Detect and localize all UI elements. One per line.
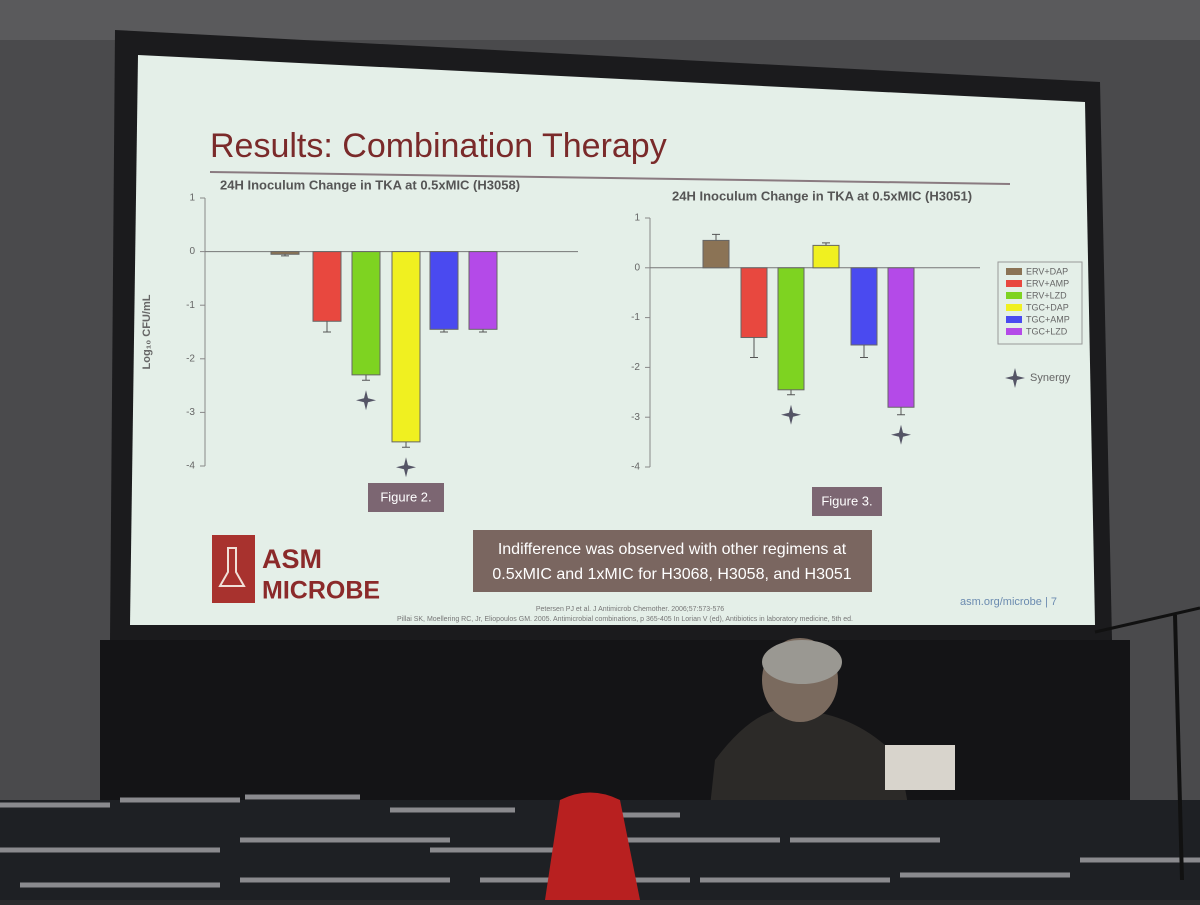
error-bar (712, 233, 720, 241)
y-axis-label: Log₁₀ CFU/mL (141, 294, 153, 369)
y-tick-label: -2 (186, 353, 195, 364)
bar (270, 251, 300, 255)
error-bar (440, 329, 448, 333)
bar (702, 239, 730, 269)
figure-box (812, 487, 882, 516)
title-rule (209, 171, 1011, 185)
synergy-marker (1005, 368, 1025, 388)
legend-swatch (1006, 292, 1022, 299)
bar (887, 267, 915, 408)
bar (740, 267, 768, 339)
error-bar (402, 441, 410, 448)
note-line: Indifference was observed with other reg… (498, 541, 847, 558)
stage-drape (100, 640, 1130, 810)
legend-label: ERV+DAP (1026, 266, 1068, 276)
y-tick-label: -3 (186, 407, 195, 418)
chart-title: 24H Inoculum Change in TKA at 0.5xMIC (H… (672, 188, 972, 203)
legend-label: ERV+AMP (1026, 278, 1069, 288)
y-tick-label: -1 (186, 300, 195, 311)
legend-label: ERV+LZD (1026, 290, 1067, 300)
bar (812, 244, 840, 269)
error-bar (479, 329, 487, 333)
legend-swatch (1006, 304, 1022, 311)
legend-swatch (1006, 280, 1022, 287)
bar (468, 251, 498, 330)
charts: 24H Inoculum Change in TKA at 0.5xMIC (H… (141, 177, 1083, 478)
mic-boom (1094, 606, 1200, 634)
y-tick-label: -4 (631, 462, 640, 473)
ceiling (0, 0, 1200, 40)
slide-url: asm.org/microbe | 7 (960, 596, 1057, 608)
note-box (473, 530, 872, 592)
y-tick-label: 0 (634, 262, 640, 273)
figure-label: Figure 2. (380, 489, 431, 504)
error-bar (281, 254, 289, 257)
error-bar (860, 344, 868, 358)
legend-swatch (1006, 328, 1022, 335)
y-tick-label: -2 (631, 362, 640, 373)
mic-stand (1173, 614, 1184, 881)
logo-icon (218, 547, 246, 587)
legend-label: TGC+LZD (1026, 326, 1068, 336)
y-tick-label: -3 (631, 412, 640, 423)
legend-swatch (1006, 316, 1022, 323)
legend-swatch (1006, 268, 1022, 275)
error-bar (897, 407, 905, 416)
person-hair (762, 640, 842, 684)
synergy-marker (781, 404, 801, 425)
error-bar (787, 389, 795, 396)
error-bar (750, 337, 758, 358)
chart-title: 24H Inoculum Change in TKA at 0.5xMIC (H… (220, 177, 520, 192)
y-tick-label: 1 (189, 193, 195, 204)
legend-box (997, 261, 1083, 345)
slide (130, 55, 1095, 625)
audience (0, 606, 1200, 900)
error-bar (323, 321, 331, 333)
bar (351, 251, 381, 376)
chair-backs (0, 794, 1200, 888)
figure-box (368, 483, 444, 512)
bar (777, 267, 805, 391)
error-bar (362, 374, 370, 381)
synergy-marker (891, 424, 911, 445)
y-tick-label: 0 (189, 246, 195, 257)
reference: Pillai SK, Moellering RC, Jr, Eliopoulos… (397, 616, 853, 623)
y-tick-label: 1 (634, 213, 640, 224)
backpack (545, 792, 640, 900)
y-tick-label: -1 (631, 312, 640, 323)
bar (312, 251, 342, 322)
figure-label: Figure 3. (821, 493, 872, 508)
synergy-marker (356, 390, 376, 411)
slide-title: Results: Combination Therapy (210, 127, 667, 165)
y-tick-label: -4 (186, 461, 195, 472)
bar (850, 267, 878, 346)
synergy-marker (396, 457, 416, 478)
bar (391, 251, 421, 443)
logo-mark (212, 535, 255, 603)
logo-text: ASM (262, 544, 322, 574)
logo-text: MICROBE (262, 577, 380, 605)
projector (885, 745, 955, 790)
synergy-legend: Synergy (1030, 372, 1071, 384)
note-line: 0.5xMIC and 1xMIC for H3068, H3058, and … (492, 566, 851, 583)
legend-label: TGC+DAP (1026, 302, 1069, 312)
legend-label: TGC+AMP (1026, 314, 1070, 324)
error-bar (822, 242, 830, 246)
bar (429, 251, 459, 330)
reference: Petersen PJ et al. J Antimicrob Chemothe… (536, 606, 724, 613)
